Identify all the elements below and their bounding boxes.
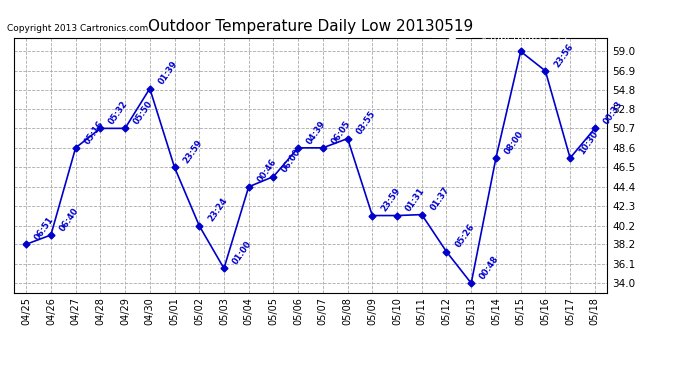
Text: 05:32: 05:32 [107, 99, 130, 126]
Text: 01:31: 01:31 [404, 186, 426, 213]
Title: Outdoor Temperature Daily Low 20130519: Outdoor Temperature Daily Low 20130519 [148, 18, 473, 33]
Text: 05:16: 05:16 [83, 118, 106, 146]
Text: 23:56: 23:56 [552, 42, 575, 69]
Text: 23:59: 23:59 [181, 138, 204, 165]
Text: 05:50: 05:50 [132, 99, 155, 126]
Text: 04:39: 04:39 [305, 119, 328, 146]
Text: 01:37: 01:37 [428, 186, 451, 213]
Text: Temperature (°F): Temperature (°F) [480, 32, 568, 42]
Text: 00:46: 00:46 [255, 158, 278, 184]
Text: 00:33: 00:33 [602, 99, 624, 126]
Text: 00:48: 00:48 [478, 254, 501, 281]
Text: 06:05: 06:05 [330, 119, 353, 146]
Text: 03:55: 03:55 [355, 110, 377, 136]
Text: 23:24: 23:24 [206, 196, 229, 223]
Text: 06:51: 06:51 [33, 215, 56, 242]
Text: 06:40: 06:40 [58, 206, 81, 233]
Text: 01:00: 01:00 [231, 239, 253, 266]
Text: 08:00: 08:00 [503, 129, 525, 156]
Text: 23:59: 23:59 [380, 186, 402, 213]
Text: Copyright 2013 Cartronics.com: Copyright 2013 Cartronics.com [7, 24, 148, 33]
Text: 10:30: 10:30 [577, 129, 600, 156]
Text: 05:26: 05:26 [453, 222, 476, 249]
Text: 01:39: 01:39 [157, 60, 179, 86]
Text: 06:00: 06:00 [280, 147, 303, 174]
